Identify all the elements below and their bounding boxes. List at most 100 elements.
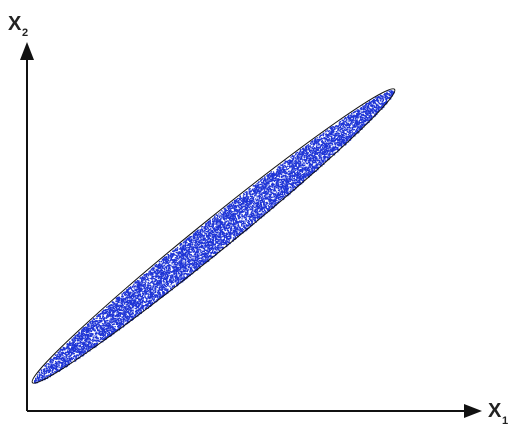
scatter-point bbox=[386, 93, 389, 95]
scatter-point bbox=[91, 339, 93, 341]
scatter-point bbox=[193, 236, 195, 238]
scatter-point bbox=[365, 109, 368, 112]
scatter-point bbox=[62, 359, 64, 362]
scatter-point bbox=[278, 166, 280, 169]
scatter-point bbox=[237, 204, 240, 206]
scatter-point bbox=[233, 201, 235, 203]
scatter-point bbox=[194, 268, 196, 271]
scatter-point bbox=[201, 236, 203, 238]
scatter-point bbox=[268, 181, 270, 183]
scatter-point bbox=[256, 192, 258, 194]
scatter-point bbox=[240, 212, 242, 214]
scatter-point bbox=[51, 359, 53, 361]
scatter-point bbox=[150, 277, 152, 280]
scatter-point bbox=[304, 150, 306, 153]
scatter-point bbox=[211, 240, 213, 242]
scatter-point bbox=[365, 105, 367, 107]
scatter-point bbox=[283, 170, 285, 172]
scatter-point bbox=[164, 270, 166, 272]
y-axis-arrowhead bbox=[20, 42, 34, 60]
scatter-point bbox=[126, 307, 128, 309]
scatter-point bbox=[222, 216, 224, 218]
scatter-point bbox=[176, 267, 178, 269]
scatter-point bbox=[259, 195, 262, 198]
scatter-point bbox=[377, 104, 379, 106]
scatter-point bbox=[129, 307, 132, 309]
scatter-point bbox=[223, 225, 225, 227]
scatter-point bbox=[133, 305, 135, 307]
scatter-point bbox=[168, 280, 170, 282]
scatter-point bbox=[179, 270, 181, 273]
scatter-point bbox=[273, 178, 276, 180]
scatter-point bbox=[74, 344, 76, 346]
scatter-point bbox=[304, 174, 306, 176]
scatter-point bbox=[88, 325, 91, 327]
scatter-point bbox=[132, 292, 134, 294]
scatter-point bbox=[253, 199, 255, 201]
scatter-point bbox=[246, 225, 248, 227]
scatter-point bbox=[183, 244, 185, 246]
scatter-point bbox=[42, 378, 44, 380]
scatter-point bbox=[104, 337, 106, 339]
scatter-point bbox=[361, 113, 363, 116]
scatter-point bbox=[117, 299, 119, 301]
scatter-point bbox=[263, 205, 265, 207]
scatter-point bbox=[47, 370, 49, 372]
scatter-point bbox=[261, 196, 264, 198]
scatter-point bbox=[325, 152, 327, 154]
scatter-point bbox=[118, 296, 120, 298]
scatter-point bbox=[325, 135, 327, 137]
scatter-point bbox=[287, 179, 290, 181]
scatter-point bbox=[273, 174, 275, 176]
scatter-point bbox=[233, 230, 235, 233]
scatter-point bbox=[45, 366, 47, 368]
scatter-point bbox=[67, 354, 69, 356]
scatter-point bbox=[255, 194, 257, 197]
scatter-point bbox=[308, 171, 310, 173]
scatter-point bbox=[166, 282, 169, 284]
scatter-point bbox=[234, 235, 236, 238]
scatter-point bbox=[303, 173, 305, 175]
scatter-point bbox=[268, 208, 270, 210]
scatter-point bbox=[231, 233, 233, 235]
scatter-point bbox=[328, 146, 330, 148]
scatter-point bbox=[289, 159, 291, 161]
scatter-point bbox=[253, 200, 255, 202]
scatter-point bbox=[337, 148, 339, 150]
scatter-point bbox=[85, 326, 87, 328]
scatter-point bbox=[176, 262, 178, 264]
scatter-point bbox=[289, 167, 291, 169]
scatter-point bbox=[359, 126, 361, 128]
scatter-point bbox=[140, 301, 142, 303]
scatter-point bbox=[368, 116, 370, 118]
scatter-point bbox=[201, 242, 204, 244]
scatter-point bbox=[354, 126, 356, 128]
scatter-point bbox=[191, 262, 194, 264]
scatter-point bbox=[306, 163, 308, 165]
scatter-point bbox=[79, 353, 82, 355]
scatter-point bbox=[179, 276, 181, 278]
scatter-point bbox=[213, 221, 215, 223]
scatter-point bbox=[92, 338, 94, 340]
scatter-point bbox=[363, 120, 365, 122]
scatter-point bbox=[75, 343, 77, 345]
scatter-point bbox=[49, 368, 51, 371]
scatter-point bbox=[265, 211, 267, 213]
scatter-point bbox=[158, 288, 160, 290]
scatter-point bbox=[378, 96, 380, 98]
scatter-point bbox=[373, 98, 375, 101]
scatter-point bbox=[306, 145, 308, 147]
scatter-point bbox=[230, 225, 232, 227]
scatter-point bbox=[346, 116, 349, 118]
scatter-point bbox=[110, 322, 113, 324]
scatter-point bbox=[290, 183, 292, 185]
scatter-point bbox=[349, 135, 352, 138]
scatter-point bbox=[167, 254, 169, 256]
scatter-point bbox=[278, 194, 280, 196]
scatter-point bbox=[42, 370, 45, 372]
scatter-point bbox=[155, 282, 158, 284]
scatter-point bbox=[224, 233, 226, 235]
scatter-point bbox=[180, 255, 182, 257]
scatter-point bbox=[258, 191, 260, 193]
scatter-point bbox=[326, 152, 329, 154]
